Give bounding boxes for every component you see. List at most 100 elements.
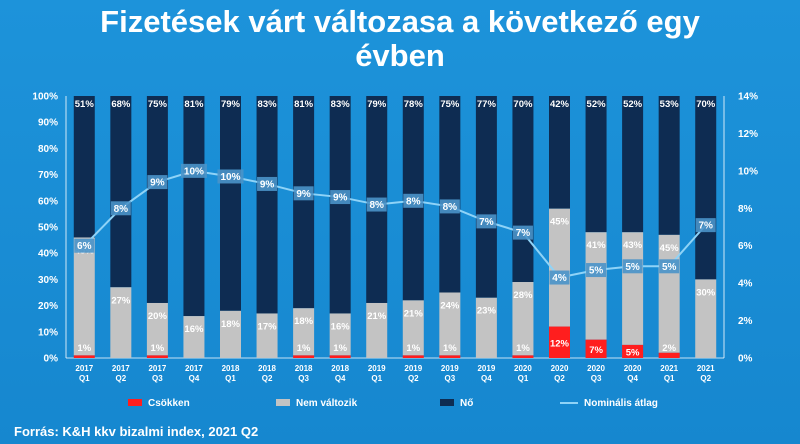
y-left-tick-label: 30% <box>38 275 58 286</box>
y-left-tick-label: 50% <box>38 223 58 234</box>
data-label-csokken: 2% <box>662 343 676 354</box>
data-label-nominalis-atlag: 8% <box>443 202 458 213</box>
y-right-tick-label: 4% <box>738 279 753 290</box>
x-tick-quarter: Q3 <box>444 374 455 383</box>
y-left-tick-label: 80% <box>38 144 58 155</box>
x-tick-quarter: Q4 <box>335 374 346 383</box>
data-label-no: 83% <box>331 99 351 110</box>
x-tick-quarter: Q2 <box>408 374 419 383</box>
data-label-csokken: 1% <box>406 343 420 354</box>
bar-no <box>695 96 717 280</box>
data-label-csokken: 5% <box>626 347 640 358</box>
bar-nem-valtozik <box>402 300 424 356</box>
bar-no <box>585 96 607 233</box>
line-label-box <box>549 270 570 285</box>
bar-no <box>73 96 95 238</box>
y-right-tick-label: 8% <box>738 204 753 215</box>
data-label-nominalis-atlag: 8% <box>369 200 384 211</box>
x-tick-year: 2018 <box>222 364 240 373</box>
x-tick-quarter: Q1 <box>518 374 529 383</box>
legend-swatch <box>440 399 454 406</box>
bar-no <box>622 96 644 233</box>
data-label-nem-valtozik: 43% <box>623 240 643 251</box>
bar-csokken <box>622 344 644 358</box>
data-label-nominalis-atlag: 5% <box>589 266 604 277</box>
data-label-no: 70% <box>696 99 716 110</box>
data-label-no: 81% <box>184 99 204 110</box>
chart-title-line2: évben <box>355 38 445 73</box>
data-label-no: 79% <box>221 99 241 110</box>
line-label-box <box>622 259 643 274</box>
bar-no <box>183 96 205 317</box>
data-label-nominalis-atlag: 4% <box>552 273 567 284</box>
data-label-nominalis-atlag: 10% <box>184 166 204 177</box>
data-label-csokken: 1% <box>333 343 347 354</box>
x-tick-year: 2018 <box>258 364 276 373</box>
bar-nem-valtozik <box>329 313 351 356</box>
data-label-nem-valtozik: 18% <box>294 316 314 327</box>
bar-csokken <box>402 355 424 358</box>
x-tick-quarter: Q2 <box>700 374 711 383</box>
bar-csokken <box>329 355 351 358</box>
bar-nem-valtozik <box>110 287 132 358</box>
data-label-csokken: 1% <box>297 343 311 354</box>
data-label-nominalis-atlag: 9% <box>150 178 165 189</box>
x-tick-year: 2019 <box>441 364 459 373</box>
data-label-nem-valtozik: 17% <box>258 321 278 332</box>
x-tick-quarter: Q3 <box>152 374 163 383</box>
x-tick-quarter: Q3 <box>298 374 309 383</box>
bar-no <box>293 96 315 309</box>
bar-csokken <box>293 355 315 358</box>
bar-nem-valtozik <box>512 282 534 356</box>
data-label-nem-valtozik: 45% <box>660 243 680 254</box>
x-tick-year: 2018 <box>331 364 349 373</box>
bar-no <box>220 96 241 311</box>
x-tick-year: 2020 <box>587 364 605 373</box>
line-label-box <box>180 163 207 178</box>
x-tick-year: 2020 <box>551 364 569 373</box>
data-label-no: 75% <box>440 99 460 110</box>
data-label-nem-valtozik: 20% <box>148 311 168 322</box>
y-left-tick-label: 60% <box>38 196 58 207</box>
bar-nem-valtozik <box>585 232 607 340</box>
line-label-box <box>330 190 351 205</box>
data-label-nominalis-atlag: 9% <box>296 189 311 200</box>
data-label-no: 77% <box>477 99 497 110</box>
legend-swatch <box>276 399 290 406</box>
data-label-no: 52% <box>623 99 643 110</box>
bar-no <box>329 96 351 314</box>
data-label-no: 52% <box>587 99 607 110</box>
y-right-tick-label: 0% <box>738 354 753 365</box>
data-label-nem-valtozik: 16% <box>331 321 351 332</box>
bar-nem-valtozik <box>439 292 461 356</box>
bar-nem-valtozik <box>293 308 315 356</box>
bar-no <box>512 96 534 283</box>
y-left-tick-label: 20% <box>38 301 58 312</box>
chart-title-line1: Fizetések várt változasa a következő egy <box>100 4 700 39</box>
x-tick-year: 2020 <box>624 364 642 373</box>
line-label-box <box>366 197 387 212</box>
x-tick-year: 2019 <box>477 364 495 373</box>
bar-nem-valtozik <box>183 316 205 358</box>
x-tick-year: 2017 <box>75 364 93 373</box>
bar-nem-valtozik <box>366 302 388 358</box>
bar-nem-valtozik <box>475 297 497 358</box>
y-left-tick-label: 0% <box>44 354 59 365</box>
x-tick-year: 2017 <box>148 364 166 373</box>
bar-nem-valtozik <box>220 310 241 358</box>
data-label-no: 53% <box>660 99 680 110</box>
data-label-nominalis-atlag: 8% <box>406 196 421 207</box>
legend-label: Nő <box>460 398 473 409</box>
x-tick-quarter: Q1 <box>79 374 90 383</box>
bar-no <box>110 96 132 288</box>
bar-csokken <box>658 352 680 358</box>
source-note: Forrás: K&H kkv bizalmi index, 2021 Q2 <box>14 424 259 439</box>
bar-nem-valtozik <box>146 302 168 356</box>
data-label-csokken: 1% <box>516 343 530 354</box>
x-tick-year: 2017 <box>112 364 130 373</box>
bar-nem-valtozik <box>549 208 570 327</box>
data-label-no: 75% <box>148 99 168 110</box>
x-tick-quarter: Q1 <box>371 374 382 383</box>
bar-csokken <box>146 355 168 358</box>
